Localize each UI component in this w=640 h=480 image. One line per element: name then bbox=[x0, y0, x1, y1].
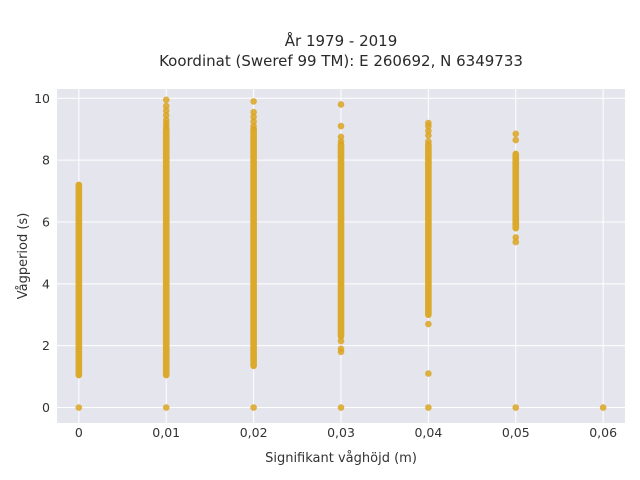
scatter-point bbox=[162, 96, 170, 104]
y-axis-label: Vågperiod (s) bbox=[16, 213, 31, 300]
y-tick-labels: 0 2 4 6 8 10 bbox=[34, 91, 50, 415]
scatter-point bbox=[250, 404, 257, 411]
scatter-point bbox=[512, 130, 520, 138]
scatter-point bbox=[337, 101, 345, 108]
point-column bbox=[162, 125, 170, 379]
scatter-point bbox=[75, 404, 83, 411]
y-tick-label: 0 bbox=[42, 400, 50, 415]
chart-title-line-2: Koordinat (Sweref 99 TM): E 260692, N 63… bbox=[159, 52, 523, 70]
x-tick-label: 0,01 bbox=[152, 425, 180, 440]
scatter-points bbox=[75, 96, 607, 411]
scatter-point bbox=[337, 133, 345, 141]
scatter-point bbox=[425, 132, 432, 139]
y-tick-label: 2 bbox=[42, 338, 50, 353]
scatter-point bbox=[162, 107, 170, 114]
scatter-point bbox=[425, 404, 432, 411]
x-tick-label: 0,03 bbox=[327, 425, 355, 440]
scatter-point bbox=[425, 138, 432, 145]
scatter-point bbox=[337, 138, 345, 145]
x-tick-label: 0,04 bbox=[414, 425, 442, 440]
point-column bbox=[337, 141, 345, 340]
scatter-point bbox=[425, 119, 432, 127]
scatter-point bbox=[337, 345, 345, 353]
x-axis-label: Signifikant våghöjd (m) bbox=[265, 451, 417, 466]
y-tick-label: 10 bbox=[34, 91, 50, 106]
scatter-point bbox=[512, 234, 520, 241]
scatter-point bbox=[425, 320, 432, 328]
scatter-point bbox=[337, 122, 345, 130]
x-tick-label: 0 bbox=[75, 425, 83, 440]
scatter-point bbox=[250, 108, 257, 116]
x-tick-label: 0,06 bbox=[589, 425, 617, 440]
y-tick-label: 8 bbox=[42, 153, 50, 168]
x-tick-label: 0,05 bbox=[502, 425, 530, 440]
y-tick-label: 4 bbox=[42, 276, 50, 291]
scatter-point bbox=[512, 404, 520, 411]
scatter-point bbox=[425, 370, 432, 377]
x-tick-labels: 0 0,01 0,02 0,03 0,04 0,05 0,06 bbox=[75, 425, 617, 440]
x-tick-label: 0,02 bbox=[240, 425, 268, 440]
scatter-point bbox=[250, 118, 257, 125]
y-tick-label: 6 bbox=[42, 214, 50, 229]
scatter-point bbox=[599, 404, 607, 411]
scatter-point bbox=[162, 116, 170, 124]
scatter-point bbox=[512, 136, 520, 144]
scatter-point bbox=[337, 337, 345, 345]
point-column bbox=[425, 141, 432, 319]
scatter-point bbox=[425, 127, 432, 135]
point-column bbox=[250, 125, 257, 370]
scatter-point bbox=[162, 404, 170, 411]
point-column bbox=[512, 150, 520, 232]
chart-title-line-1: År 1979 - 2019 bbox=[285, 31, 398, 50]
scatter-point bbox=[250, 122, 257, 130]
scatter-point bbox=[162, 111, 170, 119]
scatter-point bbox=[337, 404, 345, 411]
scatter-point bbox=[162, 102, 170, 110]
scatter-point bbox=[250, 98, 257, 105]
scatter-point bbox=[512, 238, 520, 246]
scatter-point bbox=[250, 113, 257, 121]
point-column bbox=[75, 181, 83, 379]
